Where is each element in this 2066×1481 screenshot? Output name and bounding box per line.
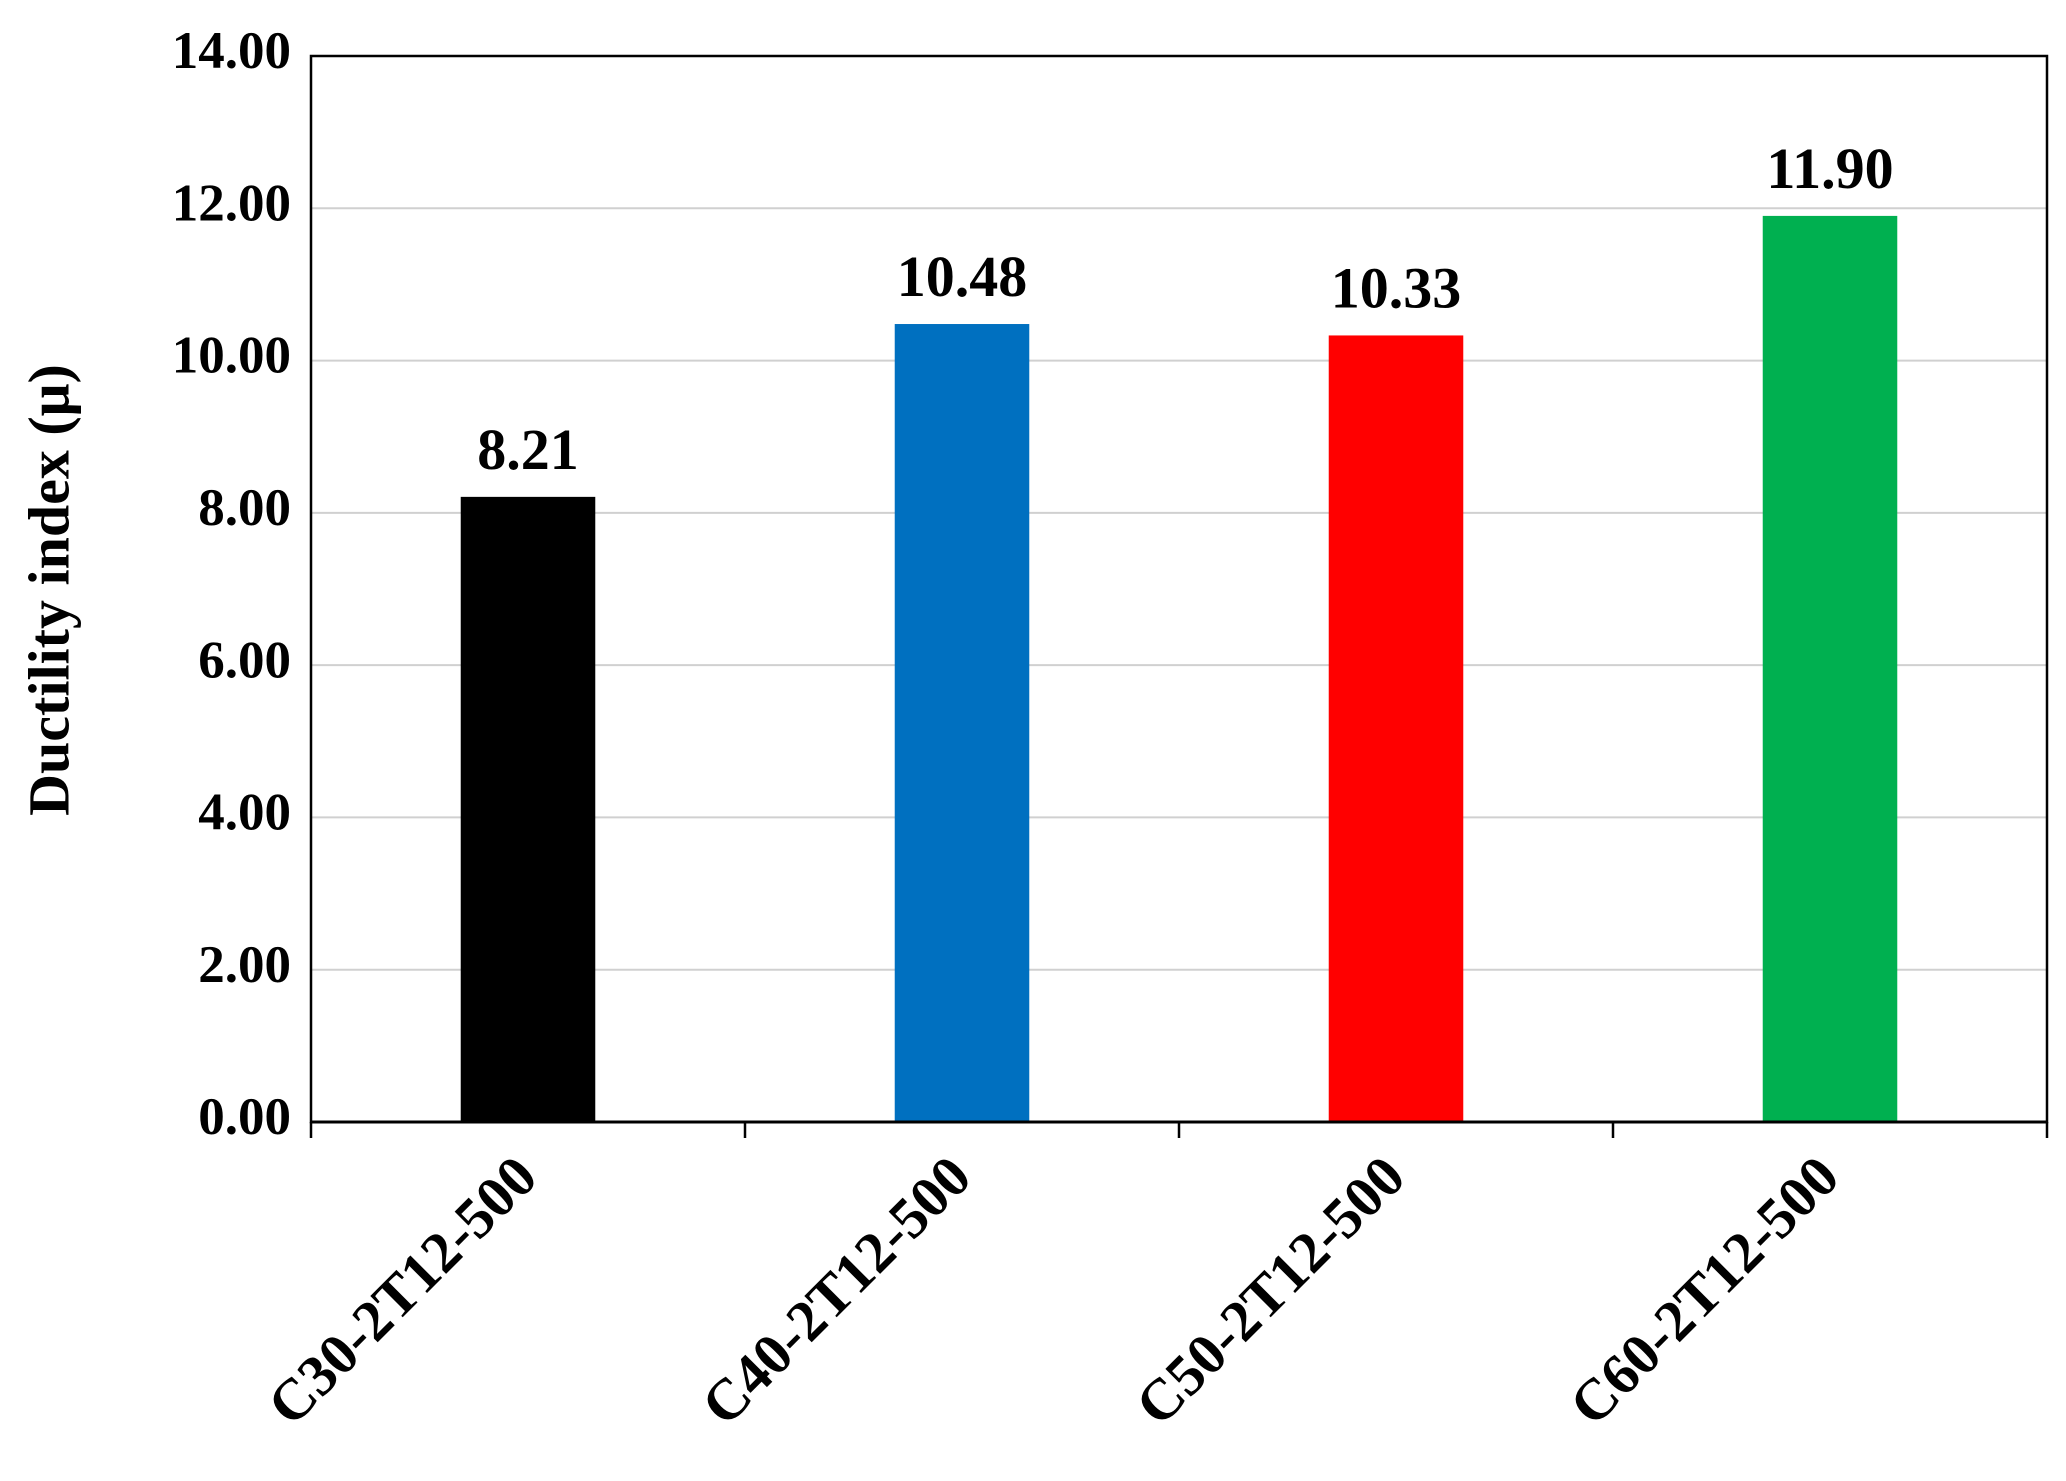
bar [894,324,1030,1123]
y-tick-label: 14.00 [172,22,291,80]
y-tick-label: 0.00 [198,1088,291,1146]
value-label: 11.90 [1766,136,1893,201]
y-tick-label: 10.00 [172,327,291,385]
y-tick-label: 2.00 [198,936,291,994]
bar [1762,215,1898,1122]
x-tick-label: C50-2T12-500 [1123,1143,1417,1437]
value-label: 10.33 [1331,255,1462,320]
value-label: 10.48 [897,244,1028,309]
x-tick-label: C60-2T12-500 [1557,1143,1851,1437]
x-tick-label: C30-2T12-500 [255,1143,549,1437]
y-tick-label: 8.00 [198,479,291,537]
value-label: 8.21 [477,417,579,482]
y-tick-label: 6.00 [198,631,291,689]
bar [460,496,596,1122]
x-tick-label: C40-2T12-500 [689,1143,983,1437]
y-axis-label: Ductility index (μ) [16,364,81,816]
y-tick-label: 12.00 [172,174,291,232]
bar [1328,335,1464,1122]
y-tick-label: 4.00 [198,784,291,842]
